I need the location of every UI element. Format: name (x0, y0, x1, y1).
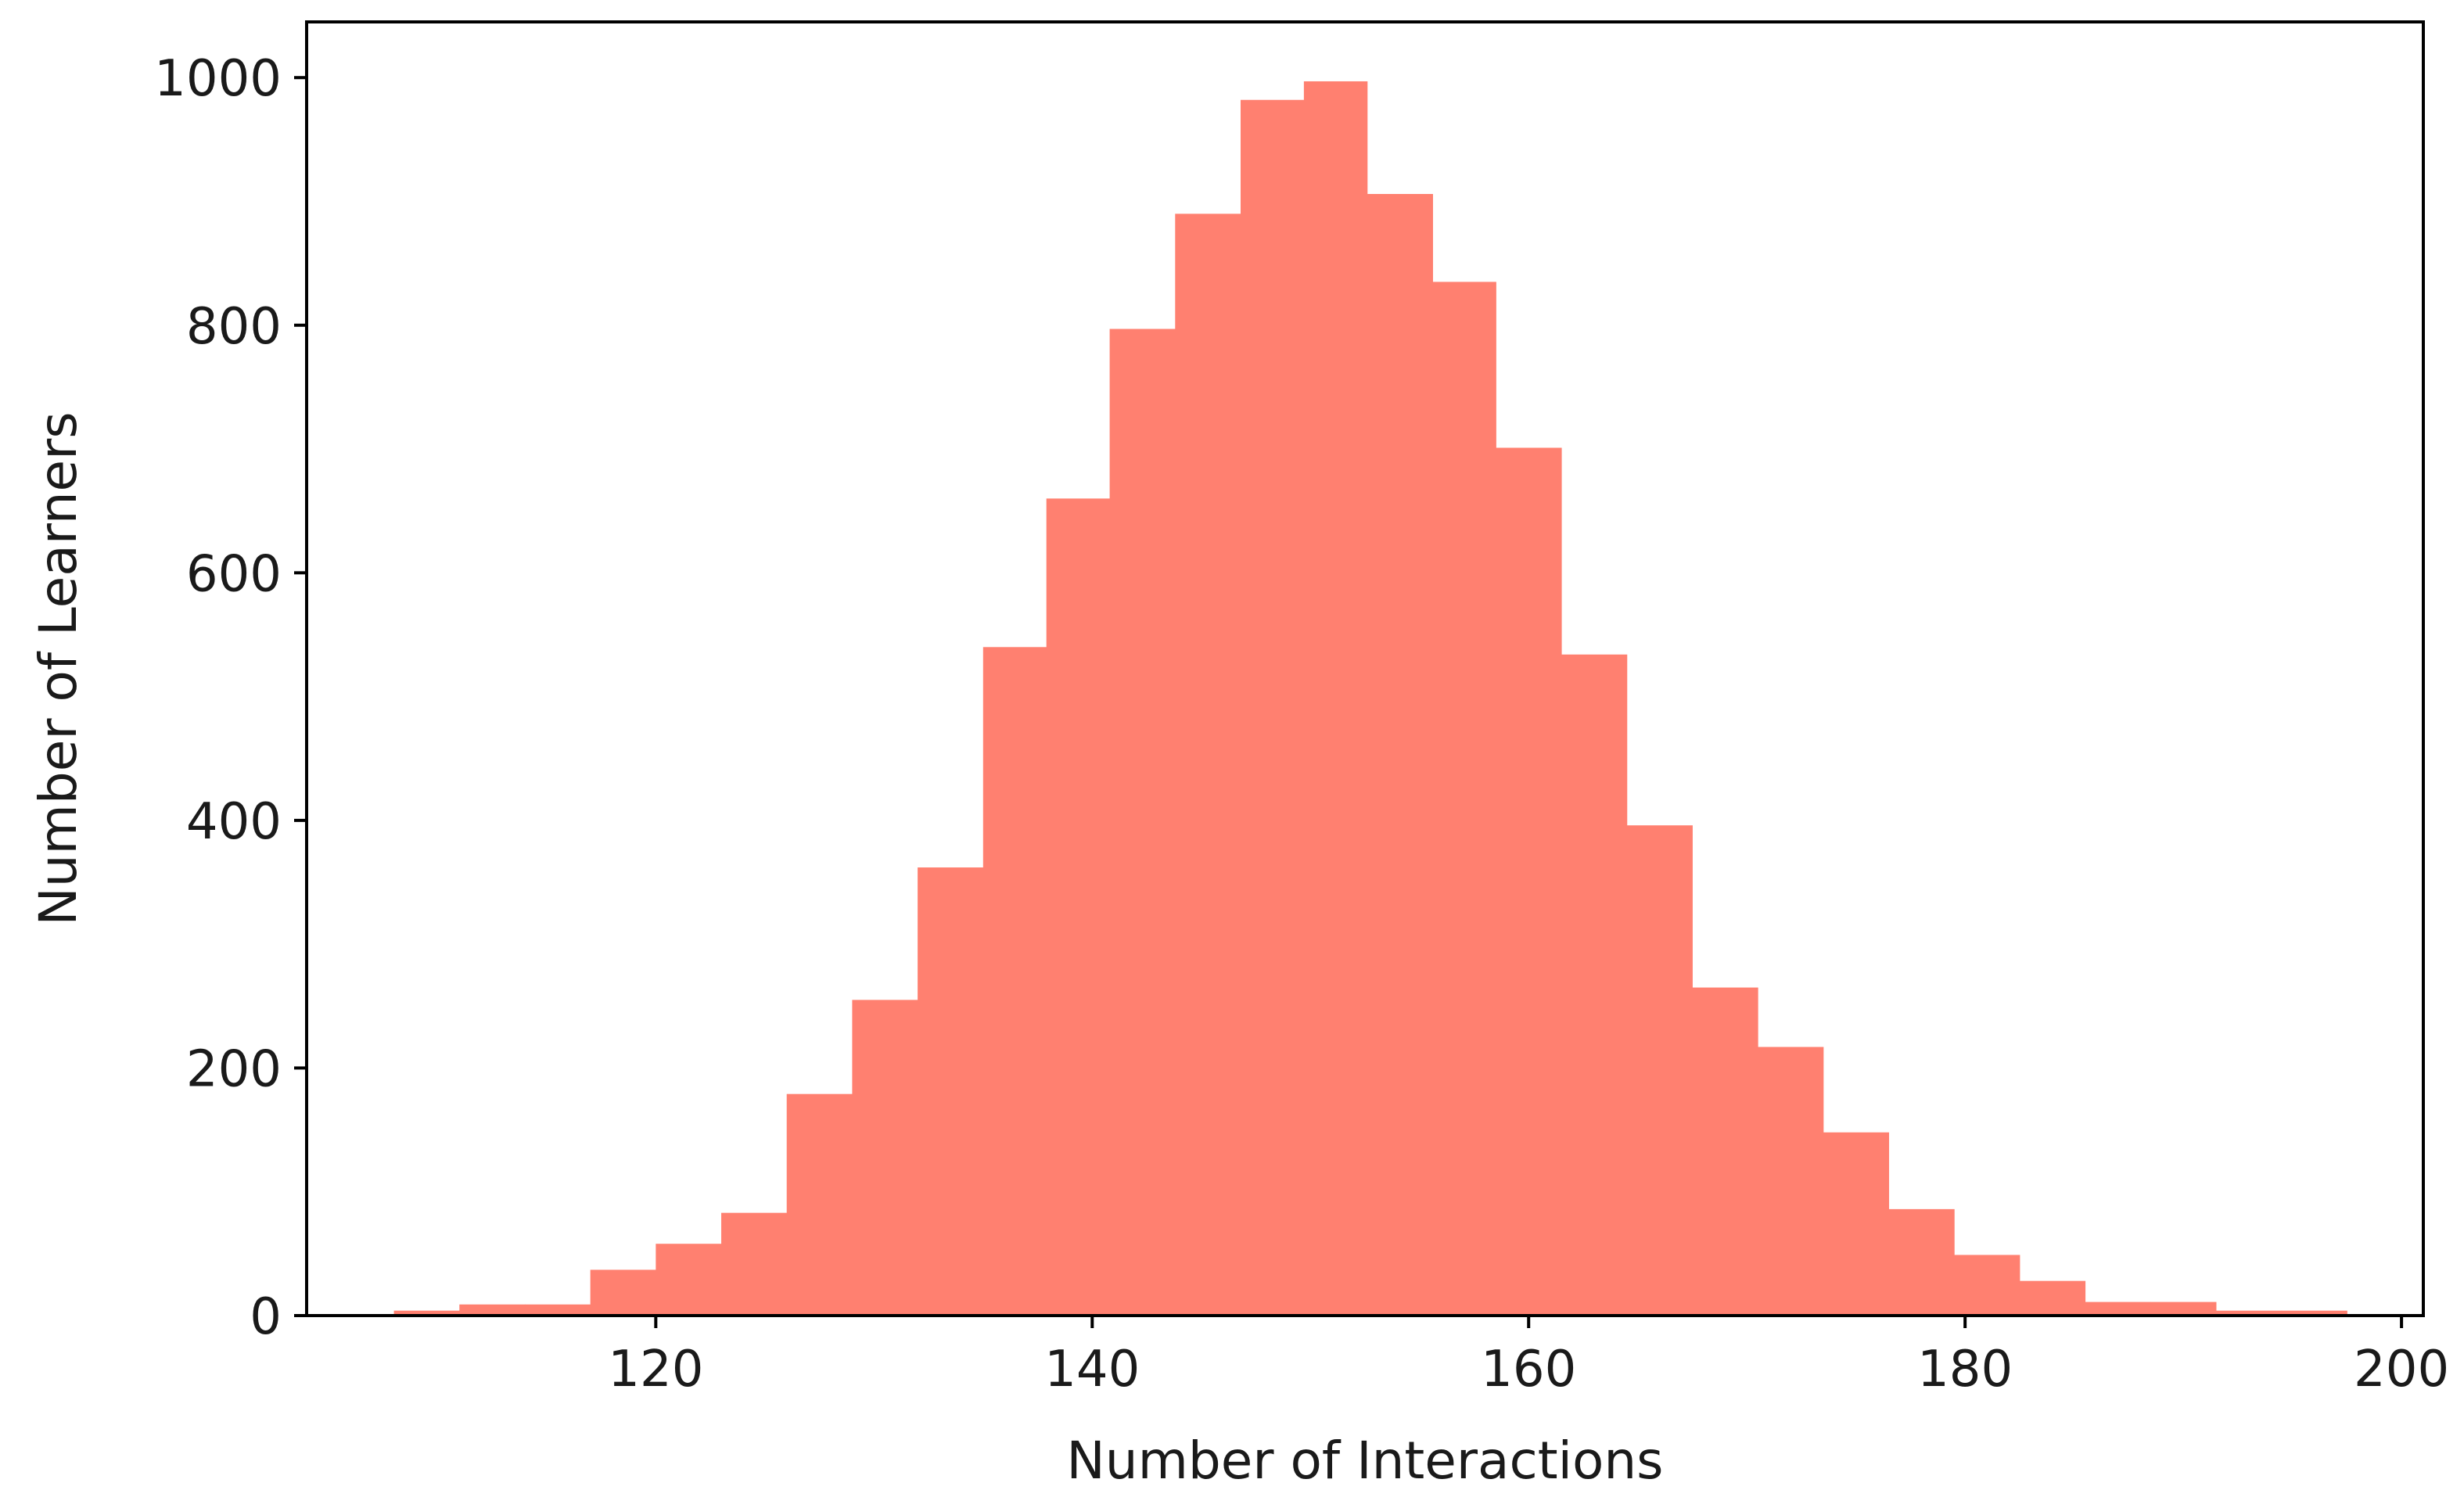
histogram-bar-6 (786, 1093, 853, 1316)
histogram-bar-2 (524, 1304, 591, 1316)
histogram-bar-16 (1432, 282, 1496, 1316)
histogram-bar-19 (1626, 825, 1693, 1316)
histogram-bar-14 (1303, 81, 1368, 1316)
x-tick-label-1: 140 (1044, 1341, 1140, 1398)
histogram-bar-5 (721, 1212, 788, 1316)
bars-layer (393, 81, 2347, 1316)
histogram-bar-24 (1954, 1255, 2020, 1316)
histogram-bar-18 (1561, 654, 1628, 1316)
y-tick-label-0: 0 (250, 1288, 282, 1346)
histogram-bar-23 (1888, 1208, 1955, 1316)
histogram-bar-29 (2281, 1310, 2347, 1316)
histogram-bar-17 (1496, 447, 1562, 1316)
histogram-bar-1 (459, 1304, 526, 1316)
histogram-bar-12 (1175, 214, 1241, 1316)
histogram-bar-21 (1758, 1047, 1824, 1316)
x-tick-label-2: 160 (1481, 1341, 1576, 1398)
histogram-bar-0 (393, 1310, 460, 1316)
histogram-bar-11 (1109, 329, 1176, 1316)
histogram-bar-3 (590, 1269, 656, 1316)
y-tick-label-4: 800 (186, 298, 282, 356)
histogram-bar-13 (1240, 99, 1305, 1316)
y-axis-ticks: 0 200 400 600 800 1000 (154, 50, 307, 1346)
y-tick-label-5: 1000 (154, 50, 282, 108)
y-axis-title: Number of Learners (28, 411, 88, 925)
x-tick-label-4: 200 (2354, 1341, 2449, 1398)
y-tick-label-3: 600 (186, 545, 282, 603)
histogram-bar-26 (2085, 1302, 2151, 1316)
histogram-bar-9 (982, 647, 1047, 1316)
x-axis-title: Number of Interactions (1066, 1431, 1663, 1491)
histogram-bar-10 (1046, 498, 1111, 1316)
histogram-bar-27 (2150, 1302, 2217, 1316)
histogram-bar-25 (2019, 1280, 2086, 1316)
y-tick-label-2: 400 (186, 793, 282, 851)
histogram-bar-22 (1823, 1132, 1890, 1316)
histogram-bar-4 (656, 1244, 722, 1316)
x-tick-label-3: 180 (1917, 1341, 2013, 1398)
plot-frame (305, 20, 2425, 1317)
histogram-bar-20 (1692, 987, 1758, 1316)
histogram-bar-7 (852, 1000, 918, 1316)
histogram-bar-28 (2215, 1310, 2283, 1316)
histogram-bar-8 (918, 867, 984, 1316)
y-tick-label-1: 200 (186, 1040, 282, 1098)
histogram-bar-15 (1367, 194, 1433, 1316)
x-tick-label-0: 120 (608, 1341, 703, 1398)
x-axis-ticks: 120 140 160 180 200 (608, 1316, 2449, 1398)
